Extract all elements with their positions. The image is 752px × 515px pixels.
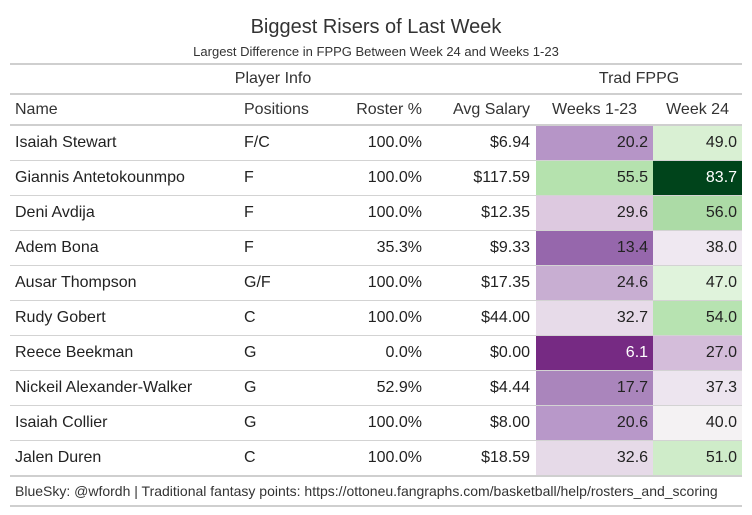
cell-name: Isaiah Stewart: [10, 125, 236, 161]
cell-name: Rudy Gobert: [10, 300, 236, 336]
cell-positions: C: [236, 300, 346, 336]
cell-roster-pct: 52.9%: [346, 370, 428, 406]
cell-name: Deni Avdija: [10, 195, 236, 231]
cell-avg-salary: $8.00: [428, 405, 537, 441]
cell-week-24: 40.0: [653, 405, 743, 441]
cell-roster-pct: 0.0%: [346, 335, 428, 371]
col-header-name: Name: [10, 94, 236, 126]
cell-roster-pct: 100.0%: [346, 265, 428, 301]
cell-positions: G: [236, 405, 346, 441]
cell-weeks-1-23: 32.6: [536, 440, 654, 477]
cell-roster-pct: 35.3%: [346, 230, 428, 266]
cell-name: Adem Bona: [10, 230, 236, 266]
cell-positions: G/F: [236, 265, 346, 301]
cell-weeks-1-23: 17.7: [536, 370, 654, 406]
cell-avg-salary: $17.35: [428, 265, 537, 301]
cell-avg-salary: $44.00: [428, 300, 537, 336]
group-player-info: Player Info: [10, 63, 537, 95]
cell-avg-salary: $18.59: [428, 440, 537, 477]
cell-week-24: 38.0: [653, 230, 743, 266]
cell-avg-salary: $0.00: [428, 335, 537, 371]
col-header-salary: Avg Salary: [428, 94, 537, 126]
risers-table: Player Info Trad FPPG Name Positions Ros…: [10, 63, 743, 477]
col-header-roster: Roster %: [346, 94, 428, 126]
cell-week-24: 83.7: [653, 160, 743, 196]
cell-positions: F: [236, 160, 346, 196]
cell-avg-salary: $4.44: [428, 370, 537, 406]
cell-positions: F: [236, 195, 346, 231]
cell-name: Isaiah Collier: [10, 405, 236, 441]
cell-weeks-1-23: 29.6: [536, 195, 654, 231]
table-subtitle: Largest Difference in FPPG Between Week …: [193, 44, 559, 59]
cell-week-24: 27.0: [653, 335, 743, 371]
col-header-positions: Positions: [236, 94, 346, 126]
cell-week-24: 54.0: [653, 300, 743, 336]
cell-positions: G: [236, 370, 346, 406]
cell-positions: F: [236, 230, 346, 266]
column-header-row: Name Positions Roster % Avg Salary Weeks…: [10, 94, 743, 126]
cell-week-24: 56.0: [653, 195, 743, 231]
cell-positions: G: [236, 335, 346, 371]
group-header-row: Player Info Trad FPPG: [10, 63, 743, 95]
cell-roster-pct: 100.0%: [346, 195, 428, 231]
cell-weeks-1-23: 20.6: [536, 405, 654, 441]
cell-name: Reece Beekman: [10, 335, 236, 371]
table-row: Adem Bona F 35.3% $9.33 13.4 38.0: [10, 230, 743, 266]
cell-roster-pct: 100.0%: [346, 125, 428, 161]
cell-name: Ausar Thompson: [10, 265, 236, 301]
cell-avg-salary: $12.35: [428, 195, 537, 231]
table-row: Giannis Antetokounmpo F 100.0% $117.59 55.5 8…: [10, 160, 743, 196]
cell-name: Nickeil Alexander-Walker: [10, 370, 236, 406]
table-row: Isaiah Stewart F/C 100.0% $6.94 20.2 49.0: [10, 125, 743, 161]
table-row: Nickeil Alexander-Walker G 52.9% $4.44 17.7 3…: [10, 370, 743, 406]
cell-roster-pct: 100.0%: [346, 160, 428, 196]
table-footer: BlueSky: @wfordh | Traditional fantasy p…: [10, 477, 742, 507]
cell-weeks-1-23: 13.4: [536, 230, 654, 266]
table-row: Deni Avdija F 100.0% $12.35 29.6 56.0: [10, 195, 743, 231]
cell-weeks-1-23: 32.7: [536, 300, 654, 336]
cell-week-24: 37.3: [653, 370, 743, 406]
table-row: Rudy Gobert C 100.0% $44.00 32.7 54.0: [10, 300, 743, 336]
col-header-week-24: Week 24: [653, 94, 743, 126]
table-row: Jalen Duren C 100.0% $18.59 32.6 51.0: [10, 440, 743, 477]
cell-avg-salary: $117.59: [428, 160, 537, 196]
cell-week-24: 49.0: [653, 125, 743, 161]
table-body: Isaiah Stewart F/C 100.0% $6.94 20.2 49.0 Gian…: [10, 125, 743, 477]
group-trad-fppg: Trad FPPG: [536, 63, 743, 95]
cell-roster-pct: 100.0%: [346, 405, 428, 441]
table-card: Biggest Risers of Last Week Largest Diff…: [10, 0, 743, 507]
cell-weeks-1-23: 55.5: [536, 160, 654, 196]
cell-weeks-1-23: 20.2: [536, 125, 654, 161]
cell-roster-pct: 100.0%: [346, 300, 428, 336]
table-row: Reece Beekman G 0.0% $0.00 6.1 27.0: [10, 335, 743, 371]
cell-weeks-1-23: 24.6: [536, 265, 654, 301]
cell-name: Giannis Antetokounmpo: [10, 160, 236, 196]
table-row: Isaiah Collier G 100.0% $8.00 20.6 40.0: [10, 405, 743, 441]
cell-week-24: 47.0: [653, 265, 743, 301]
table-row: Ausar Thompson G/F 100.0% $17.35 24.6 47.0: [10, 265, 743, 301]
cell-roster-pct: 100.0%: [346, 440, 428, 477]
cell-avg-salary: $6.94: [428, 125, 537, 161]
cell-positions: F/C: [236, 125, 346, 161]
table-title: Biggest Risers of Last Week: [250, 16, 502, 38]
cell-name: Jalen Duren: [10, 440, 236, 477]
cell-avg-salary: $9.33: [428, 230, 537, 266]
cell-weeks-1-23: 6.1: [536, 335, 654, 371]
col-header-weeks-1-23: Weeks 1-23: [536, 94, 654, 126]
cell-week-24: 51.0: [653, 440, 743, 477]
cell-positions: C: [236, 440, 346, 477]
